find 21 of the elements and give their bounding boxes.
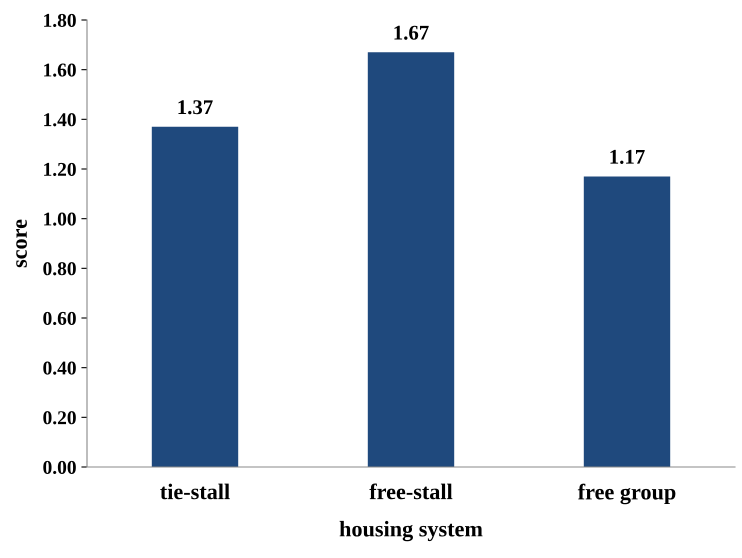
y-tick-label: 1.20	[44, 162, 76, 176]
bar	[368, 52, 454, 467]
y-tick-label: 0.80	[43, 262, 76, 276]
x-tick-label: tie-stall	[160, 484, 230, 500]
data-label: 1.17	[610, 150, 645, 164]
y-tick-label: 0.00	[43, 460, 76, 474]
y-tick-label: 1.60	[44, 63, 76, 77]
y-tick-label: 0.60	[43, 312, 76, 326]
x-tick-label: free-stall	[369, 483, 452, 500]
y-tick-label: 1.00	[44, 212, 76, 226]
data-label: 1.37	[178, 100, 213, 114]
x-axis-title: housing system	[340, 520, 483, 542]
y-tick-label: 1.40	[44, 113, 76, 126]
bar	[152, 126, 238, 467]
y-tick-label: 0.20	[43, 411, 76, 424]
y-axis-title: score	[16, 220, 27, 268]
y-tick-label: 1.80	[44, 14, 76, 28]
y-tick-label: 0.40	[43, 361, 76, 375]
data-label: 1.67	[394, 26, 429, 40]
bar	[584, 176, 670, 467]
x-tick-label: free group	[578, 484, 676, 504]
